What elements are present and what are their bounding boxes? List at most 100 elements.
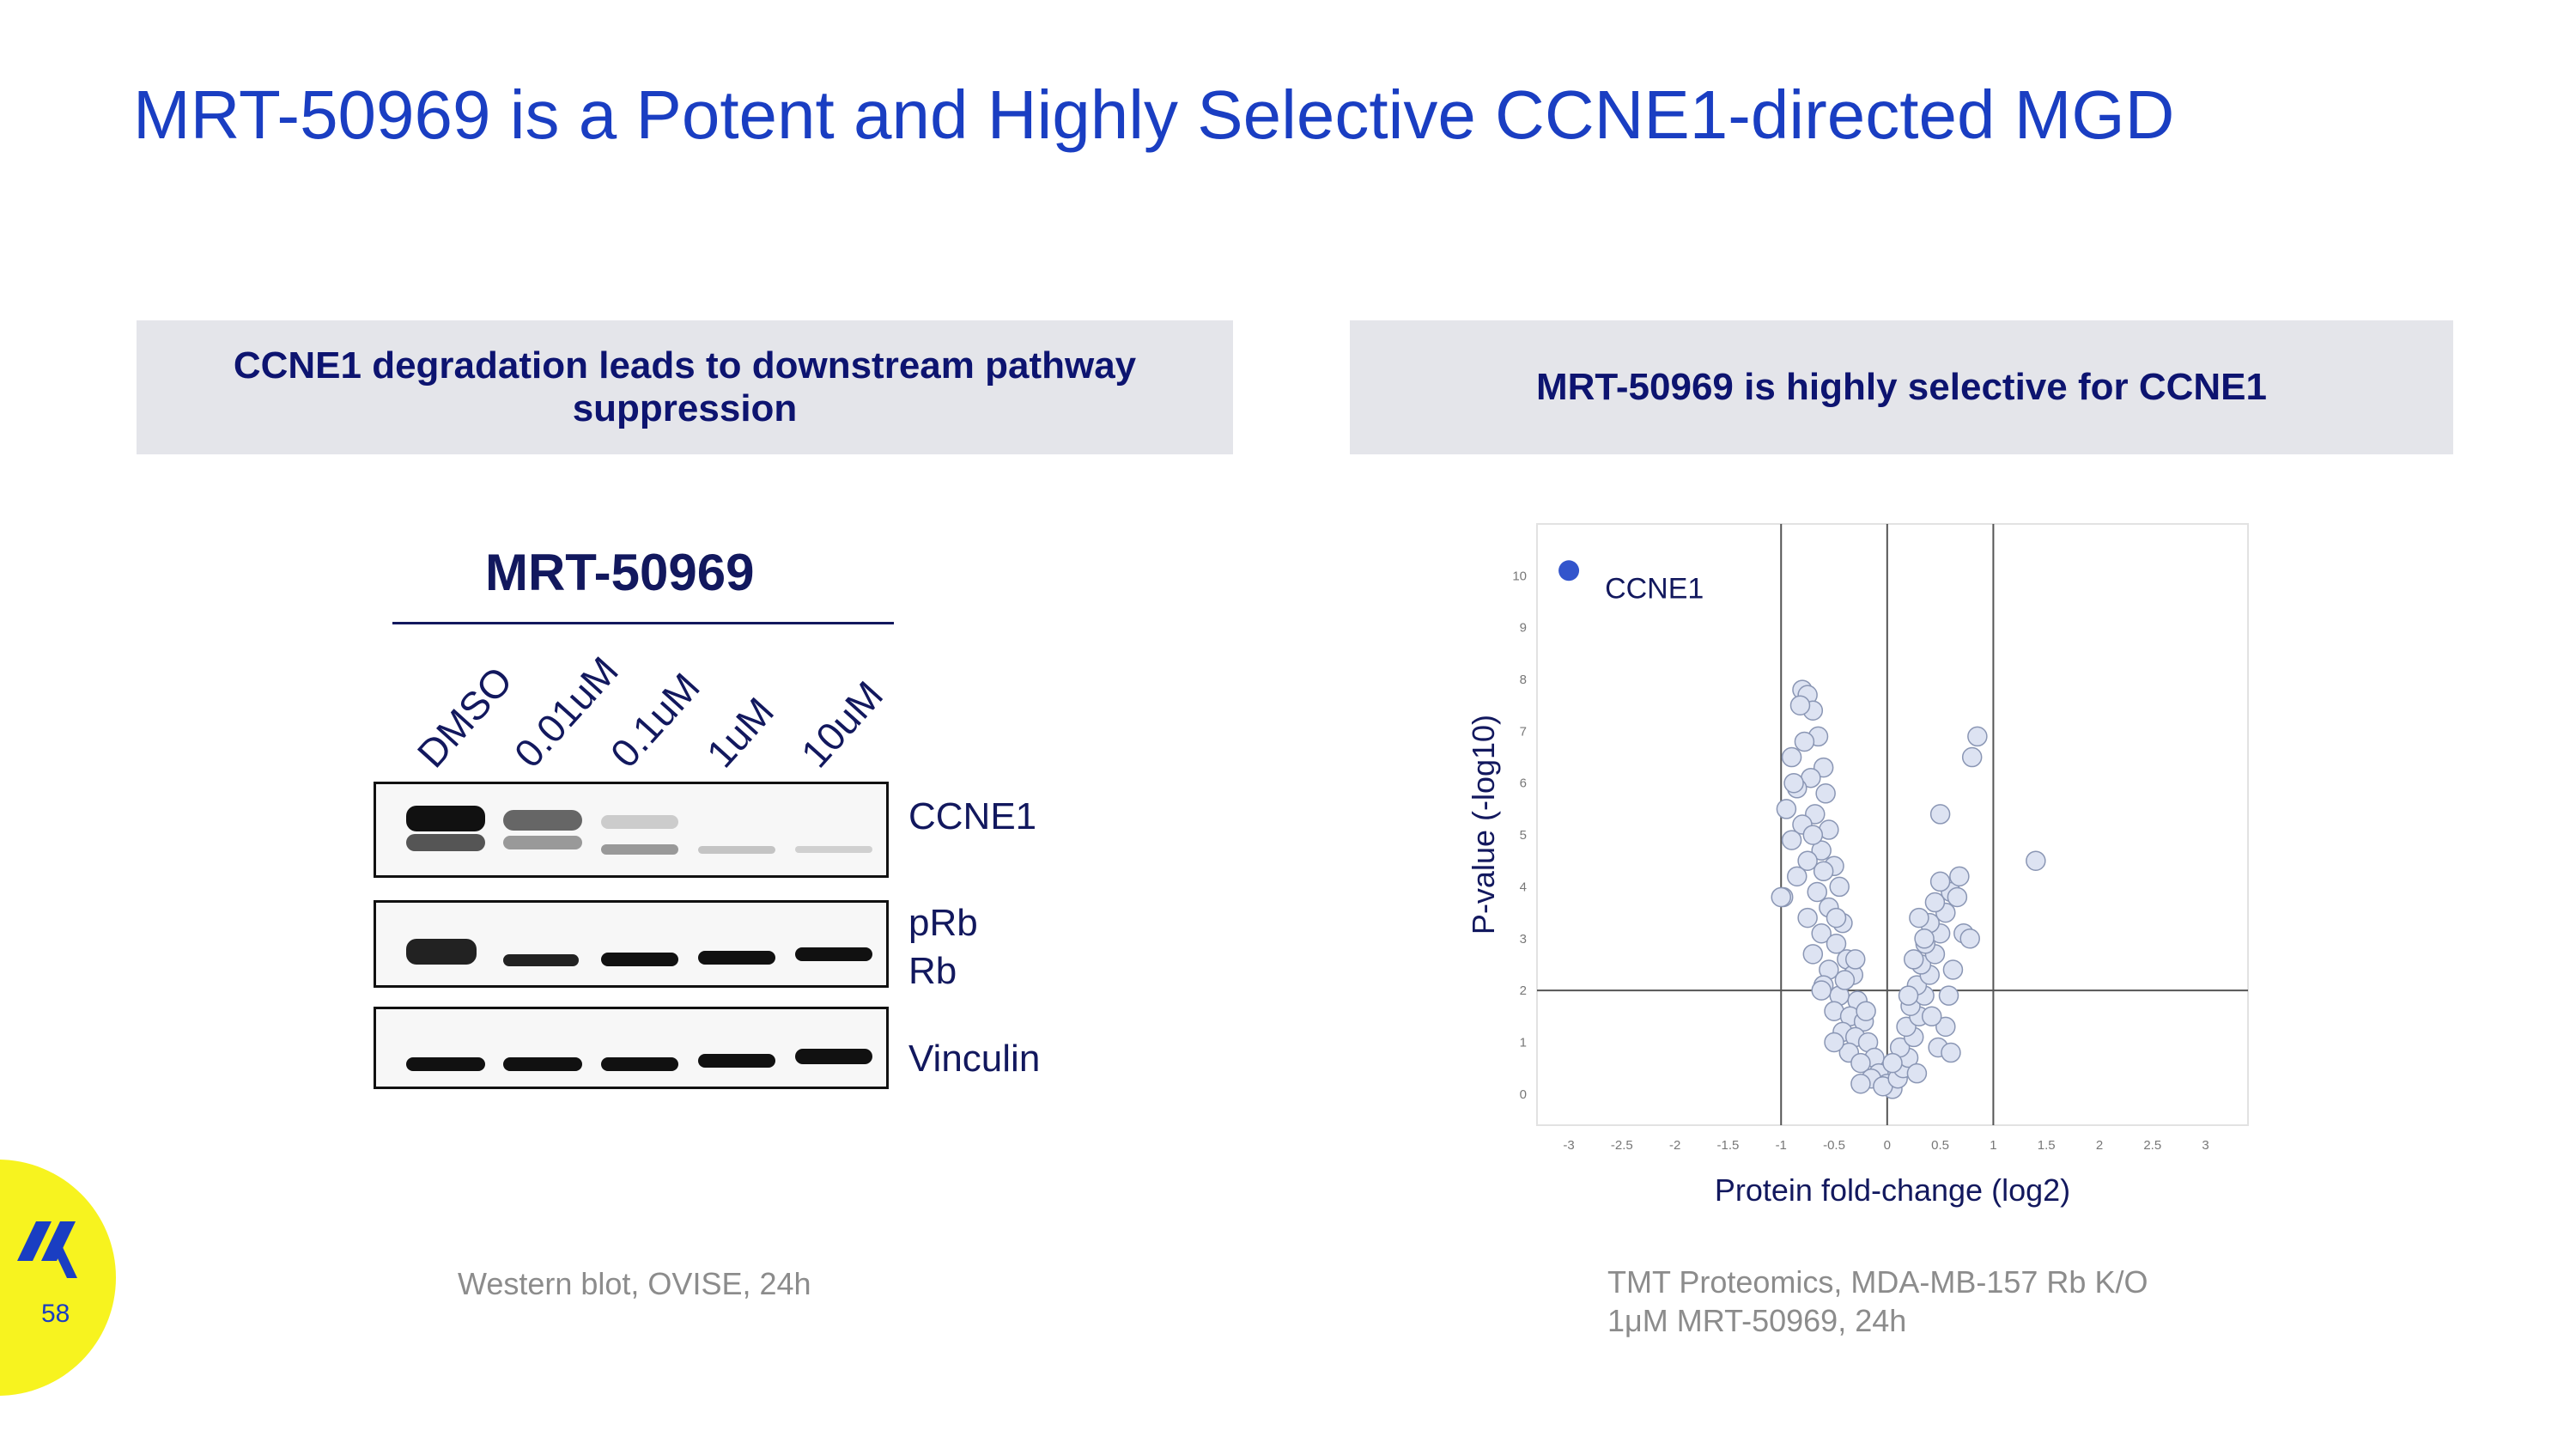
lane-label: DMSO — [408, 657, 521, 776]
data-point — [1909, 907, 1929, 928]
blot-band — [601, 815, 678, 829]
blot-band — [406, 939, 477, 965]
band-label-vinculin: Vinculin — [908, 1038, 1041, 1080]
x-tick-label: 1 — [1990, 1138, 1996, 1153]
data-point — [1921, 1006, 1942, 1027]
right-caption-line2: 1μM MRT-50969, 24h — [1607, 1303, 1907, 1338]
data-point — [1850, 1073, 1871, 1094]
data-point — [1856, 1001, 1876, 1021]
y-tick-label: 7 — [1520, 724, 1527, 739]
x-tick-label: -2 — [1669, 1138, 1680, 1153]
blot-band — [698, 951, 775, 965]
data-point — [1914, 928, 1935, 949]
blot-band — [406, 1057, 485, 1071]
data-point — [1815, 783, 1836, 804]
x-tick-label: -1.5 — [1717, 1138, 1740, 1153]
data-point — [1942, 959, 1964, 980]
company-logo-icon — [17, 1221, 77, 1278]
data-point — [1947, 886, 1968, 908]
data-point — [1826, 907, 1847, 928]
data-point — [1924, 892, 1946, 913]
blot-band — [503, 810, 582, 831]
data-point — [1781, 830, 1802, 850]
lane-label: 1uM — [697, 689, 783, 776]
blot-band — [795, 846, 872, 853]
data-point — [1797, 907, 1818, 928]
lane-label: 10uM — [792, 673, 892, 776]
data-point — [1811, 840, 1832, 861]
y-tick-label: 0 — [1520, 1087, 1527, 1102]
lane-label: 0.01uM — [505, 648, 627, 776]
page-number: 58 — [41, 1300, 70, 1328]
y-tick-label: 2 — [1520, 983, 1527, 998]
data-point — [1834, 970, 1856, 990]
y-axis-label: P-value (-log10) — [1466, 715, 1501, 935]
data-point — [1850, 1052, 1871, 1074]
x-axis-label: Protein fold-change (log2) — [1715, 1172, 2070, 1208]
data-point — [1813, 861, 1834, 882]
blot-band — [406, 834, 485, 851]
left-panel-header: CCNE1 degradation leads to downstream pa… — [137, 320, 1233, 454]
data-point — [1967, 726, 1988, 747]
blot-band — [601, 844, 678, 855]
data-point — [1949, 866, 1970, 887]
data-point — [1829, 876, 1850, 898]
ccne1-point-label: CCNE1 — [1605, 572, 1704, 605]
x-tick-label: 2 — [2096, 1138, 2103, 1153]
data-point — [1929, 804, 1951, 825]
data-point — [1802, 825, 1824, 845]
ccne1-point — [1558, 560, 1580, 581]
data-point — [1783, 772, 1804, 794]
vinculin-blot — [374, 1007, 889, 1089]
y-tick-label: 8 — [1520, 673, 1527, 687]
rb-blot — [374, 900, 889, 988]
volcano-plot: -3 -2.5 -2 -1.5 -1 -0.5 0 0.5 1 1.5 2 2.5 3 0 1 2 3 4 5 6 7 8… — [1466, 523, 2249, 1208]
blot-band — [503, 1057, 582, 1071]
x-tick-label: 3 — [2202, 1138, 2208, 1153]
blot-title-underline — [392, 622, 894, 624]
data-point — [1802, 944, 1824, 965]
data-point — [1789, 695, 1811, 715]
band-label-ccne1: CCNE1 — [908, 795, 1037, 837]
data-point — [1961, 746, 1983, 768]
y-tick-label: 5 — [1520, 828, 1527, 843]
data-point — [1898, 985, 1919, 1006]
data-point — [1906, 1062, 1928, 1084]
data-point — [1811, 922, 1832, 944]
data-point — [1781, 746, 1802, 768]
x-tick-label: 0.5 — [1931, 1138, 1949, 1153]
data-point — [1941, 1042, 1961, 1063]
data-point — [1882, 1052, 1903, 1074]
blot-band — [698, 1054, 775, 1068]
data-point — [1903, 949, 1924, 970]
y-tick-label: 3 — [1520, 932, 1527, 947]
x-tick-label: 2.5 — [2143, 1138, 2161, 1153]
data-point — [1807, 881, 1828, 903]
right-panel-header: MRT-50969 is highly selective for CCNE1 — [1350, 320, 2453, 454]
data-point — [1959, 928, 1980, 949]
x-tick-label: -1 — [1776, 1138, 1787, 1153]
data-point — [1797, 850, 1818, 871]
blot-title: MRT-50969 — [485, 544, 755, 601]
y-tick-label: 1 — [1520, 1035, 1527, 1050]
data-point — [1935, 1016, 1956, 1038]
slide-title: MRT-50969 is a Potent and Highly Selecti… — [133, 76, 2175, 153]
blot-band — [795, 1049, 872, 1064]
y-tick-label: 6 — [1520, 776, 1527, 791]
x-tick-label: -0.5 — [1823, 1138, 1845, 1153]
data-point — [1938, 985, 1959, 1006]
data-point — [1826, 934, 1847, 954]
plot-area — [1536, 523, 2249, 1126]
data-point — [1794, 731, 1815, 752]
data-point — [1787, 866, 1807, 887]
blot-band — [503, 836, 582, 849]
x-tick-label: 1.5 — [2038, 1138, 2056, 1153]
y-tick-label: 10 — [1512, 569, 1527, 583]
blot-band — [406, 806, 485, 831]
data-point — [1844, 949, 1866, 970]
data-point — [1771, 886, 1791, 908]
y-tick-label: 9 — [1520, 621, 1527, 636]
blot-band — [503, 954, 579, 966]
data-point — [1811, 980, 1832, 1001]
blot-band — [601, 1057, 678, 1071]
